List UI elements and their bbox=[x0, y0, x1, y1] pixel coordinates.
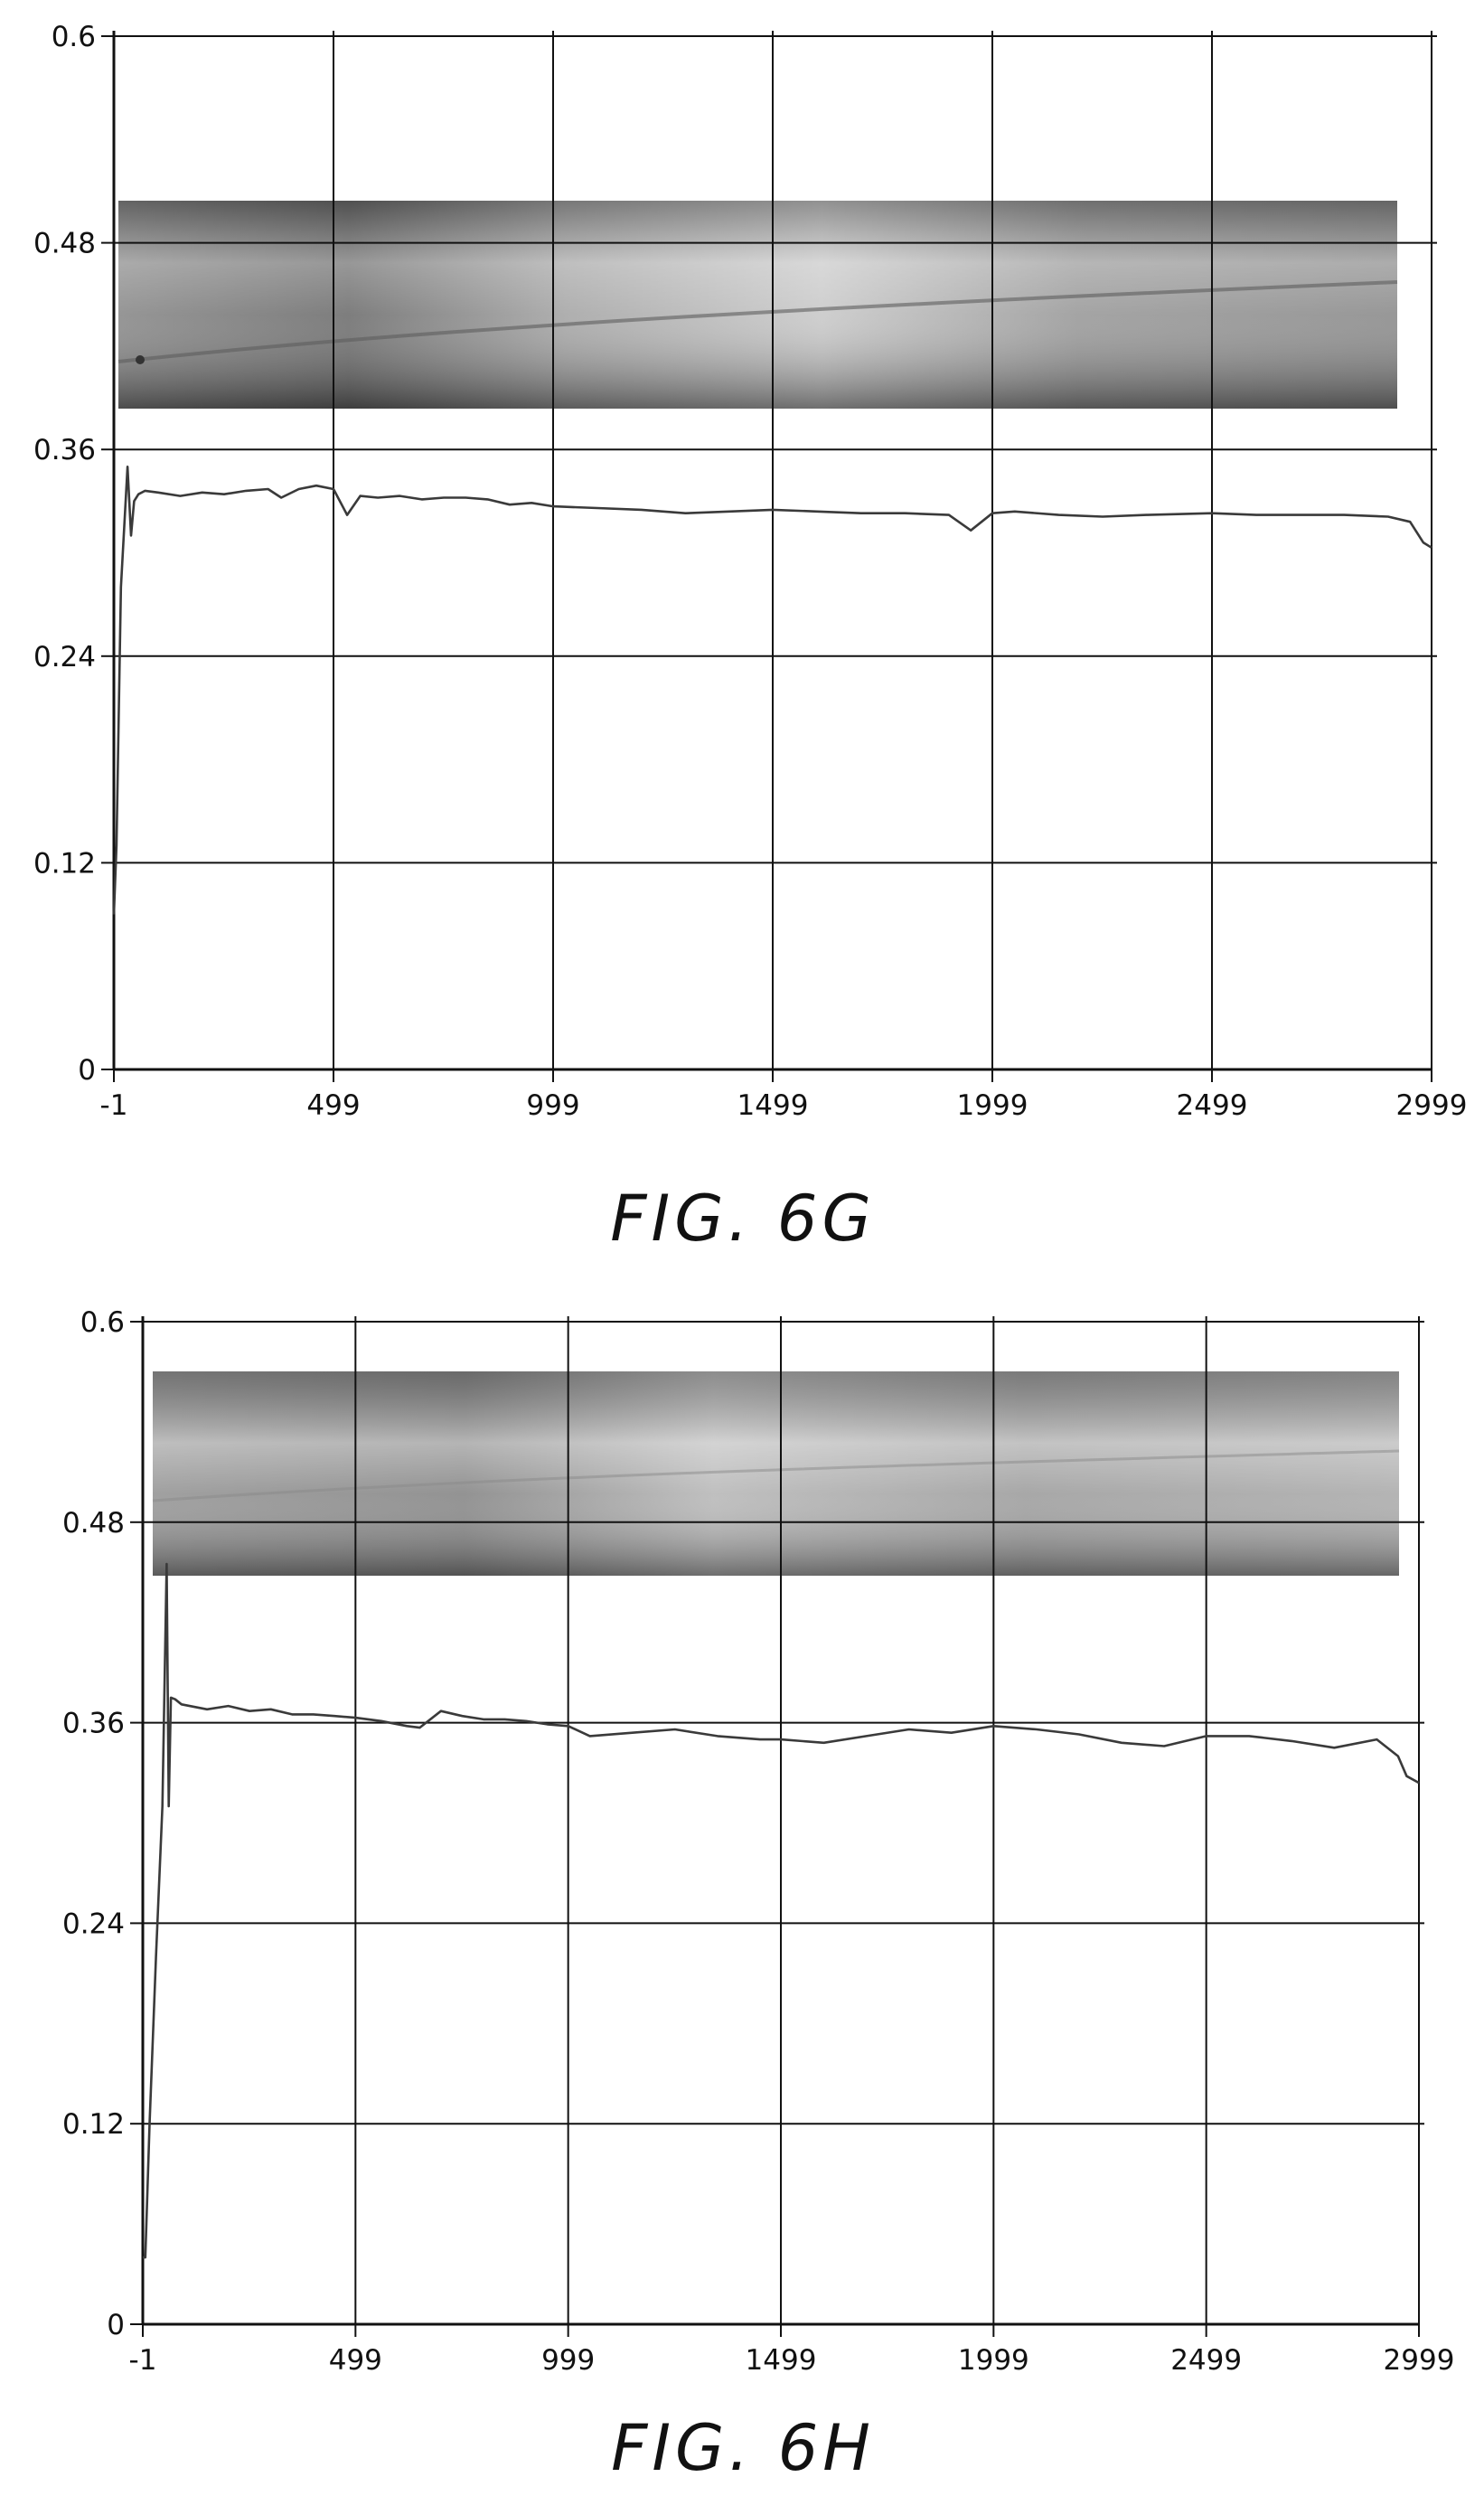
x-tick-label: 2499 bbox=[1170, 2344, 1242, 2377]
inset-photo bbox=[117, 201, 1398, 409]
y-tick-label: 0.48 bbox=[62, 1507, 125, 1540]
y-tick-label: 0.12 bbox=[33, 847, 96, 880]
axes bbox=[101, 31, 1432, 1082]
y-tick-label: 0 bbox=[107, 2309, 125, 2341]
x-tick-label: 1999 bbox=[958, 2344, 1029, 2377]
grid-lines bbox=[114, 31, 1437, 1069]
y-tick-label: 0.24 bbox=[33, 641, 96, 673]
y-tick-label: 0.36 bbox=[62, 1708, 125, 1740]
x-tick-label: -1 bbox=[129, 2344, 157, 2377]
y-tick-label: 0.12 bbox=[62, 2108, 125, 2141]
y-tick-label: 0.6 bbox=[80, 1306, 125, 1339]
inset-photo bbox=[152, 1371, 1400, 1576]
chart-fig-6h: 0 0.12 0.24 0.36 0.48 0.6 -1 499 999 1499 1999 249… bbox=[62, 1306, 1454, 2485]
y-tick-label: 0.36 bbox=[33, 434, 96, 466]
x-tick-label: -1 bbox=[100, 1089, 128, 1122]
y-tick-label: 0.48 bbox=[33, 228, 96, 260]
axes bbox=[130, 1316, 1420, 2337]
x-tick-label: 2999 bbox=[1396, 1089, 1468, 1122]
figure-caption: FIG. 6H bbox=[611, 2411, 875, 2485]
series-line bbox=[112, 466, 1432, 915]
y-tick-label: 0 bbox=[78, 1054, 96, 1087]
y-tick-label: 0.24 bbox=[62, 1907, 125, 1940]
y-tick-label: 0.6 bbox=[52, 21, 96, 53]
x-tick-label: 1999 bbox=[957, 1089, 1028, 1122]
x-tick-label: 999 bbox=[541, 2344, 595, 2377]
x-tick-label: 1499 bbox=[746, 2344, 817, 2377]
x-tick-label: 1499 bbox=[737, 1089, 809, 1122]
grid-lines bbox=[143, 1316, 1424, 2324]
series-line bbox=[143, 1562, 1420, 2259]
x-tick-label: 2499 bbox=[1177, 1089, 1248, 1122]
chart-fig-6g: 0 0.12 0.24 0.36 0.48 0.6 -1 499 999 1499 1999 249… bbox=[33, 21, 1467, 1256]
x-tick-label: 499 bbox=[329, 2344, 382, 2377]
x-tick-label: 499 bbox=[306, 1089, 360, 1122]
x-tick-label: 2999 bbox=[1384, 2344, 1455, 2377]
figure-caption: FIG. 6G bbox=[610, 1182, 875, 1256]
x-tick-label: 999 bbox=[526, 1089, 579, 1122]
